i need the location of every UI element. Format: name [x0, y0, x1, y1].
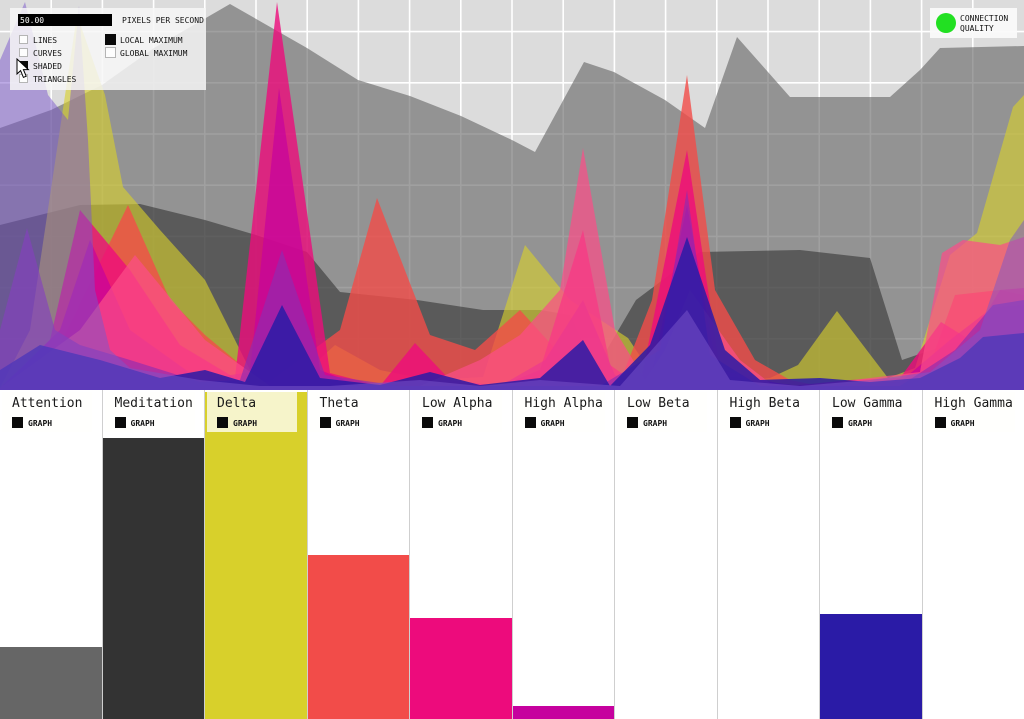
connection-quality-panel: CONNECTION QUALITY — [930, 8, 1017, 38]
channel-label-box: Low Beta GRAPH — [617, 392, 707, 432]
channel-column-theta[interactable]: Theta GRAPH — [307, 390, 410, 719]
channel-column-low-alpha[interactable]: Low Alpha GRAPH — [410, 390, 513, 719]
graph-checkbox-label: GRAPH — [130, 419, 155, 428]
graph-checkbox-label: GRAPH — [438, 419, 463, 428]
channel-label: Low Gamma — [832, 396, 903, 411]
channel-label-box: Meditation GRAPH — [104, 392, 195, 432]
channel-bar — [102, 438, 204, 719]
channel-column-high-gamma[interactable]: High Gamma GRAPH — [923, 390, 1024, 719]
channel-label: Attention — [12, 396, 83, 411]
series-high_gamma-area — [0, 2, 1024, 390]
lines-checkbox[interactable] — [19, 35, 28, 44]
channel-bar — [205, 392, 307, 719]
shaded-label: SHADED — [33, 62, 62, 71]
channel-column-low-gamma[interactable]: Low Gamma GRAPH — [820, 390, 923, 719]
channel-label: High Beta — [729, 396, 800, 411]
graph-checkbox-label: GRAPH — [233, 419, 258, 428]
channel-label-box: High Gamma GRAPH — [924, 392, 1015, 432]
graph-checkbox-label: GRAPH — [745, 419, 770, 428]
channel-bar — [820, 614, 922, 719]
slider-label: PIXELS PER SECOND — [122, 16, 204, 25]
graph-checkbox[interactable] — [832, 417, 843, 428]
slider-value: 50.00 — [20, 16, 45, 25]
channel-label: High Alpha — [524, 396, 603, 411]
channel-bar — [410, 618, 512, 719]
connection-label-line1: CONNECTION — [960, 14, 1009, 23]
series-low_alpha-area — [0, 2, 1024, 390]
channel-label-box: High Alpha GRAPH — [514, 392, 605, 432]
channel-label: Low Beta — [627, 396, 690, 411]
connection-label-line2: QUALITY — [960, 24, 994, 33]
channel-column-meditation[interactable]: Meditation GRAPH — [102, 390, 205, 719]
channel-label: Low Alpha — [422, 396, 493, 411]
graph-checkbox-label: GRAPH — [950, 419, 975, 428]
graph-checkbox-label: GRAPH — [28, 419, 53, 428]
triangles-label: TRIANGLES — [33, 75, 77, 84]
graph-checkbox-label: GRAPH — [848, 419, 873, 428]
channel-label-box: Delta GRAPH — [207, 392, 297, 432]
graph-checkbox[interactable] — [524, 417, 536, 428]
channel-label: Theta — [319, 396, 359, 411]
local-maximum-checkbox[interactable] — [105, 34, 116, 45]
series-high_alpha-area — [0, 88, 1024, 390]
graph-checkbox-label: GRAPH — [643, 419, 668, 428]
graph-checkbox-label: GRAPH — [335, 419, 360, 428]
curves-checkbox[interactable] — [19, 48, 28, 57]
channel-column-high-beta[interactable]: High Beta GRAPH — [718, 390, 820, 719]
series-high_beta-area — [0, 190, 1024, 390]
graph-checkbox[interactable] — [627, 417, 638, 428]
channel-column-high-alpha[interactable]: High Alpha GRAPH — [512, 390, 615, 719]
channel-label-box: Theta GRAPH — [309, 392, 400, 432]
lines-label: LINES — [33, 36, 58, 45]
graph-checkbox[interactable] — [114, 417, 126, 428]
graph-checkbox[interactable] — [217, 417, 228, 428]
channel-label-box: Low Alpha GRAPH — [412, 392, 502, 432]
channel-label: Delta — [217, 396, 257, 411]
local-maximum-label: LOCAL MAXIMUM — [120, 36, 183, 45]
graph-checkbox-label: GRAPH — [540, 419, 565, 428]
pixels-per-second-slider[interactable]: 50.00 — [18, 14, 116, 26]
curves-label: CURVES — [33, 49, 62, 58]
channel-label-box: High Beta GRAPH — [719, 392, 810, 432]
slider-fill — [18, 14, 113, 26]
connection-status-icon — [936, 13, 956, 33]
mouse-cursor-icon — [16, 58, 30, 79]
channel-bar — [0, 647, 102, 719]
channel-label-box: Attention GRAPH — [2, 392, 92, 432]
channel-bar — [307, 555, 409, 719]
channel-label-box: Low Gamma GRAPH — [822, 392, 912, 432]
graph-checkbox[interactable] — [422, 417, 433, 428]
channel-column-low-beta[interactable]: Low Beta GRAPH — [615, 390, 718, 719]
channel-label: High Gamma — [934, 396, 1013, 411]
global-maximum-label: GLOBAL MAXIMUM — [120, 49, 188, 58]
graph-checkbox[interactable] — [729, 417, 741, 428]
spectrum-history-chart — [0, 0, 1024, 390]
graph-checkbox[interactable] — [319, 417, 331, 428]
channel-column-delta[interactable]: Delta GRAPH — [205, 390, 308, 719]
channel-bar-panel: Attention GRAPH Meditation GRAPH Delta GRAPH T… — [0, 390, 1024, 719]
channel-bar — [512, 706, 614, 719]
channel-column-attention[interactable]: Attention GRAPH — [0, 390, 103, 719]
graph-checkbox[interactable] — [934, 417, 946, 428]
global-maximum-checkbox[interactable] — [105, 47, 116, 58]
channel-label: Meditation — [114, 396, 193, 411]
chart-canvas — [0, 0, 1024, 390]
graph-checkbox[interactable] — [12, 417, 23, 428]
control-panel: 50.00 PIXELS PER SECOND LINES CURVES SHA… — [10, 8, 206, 90]
